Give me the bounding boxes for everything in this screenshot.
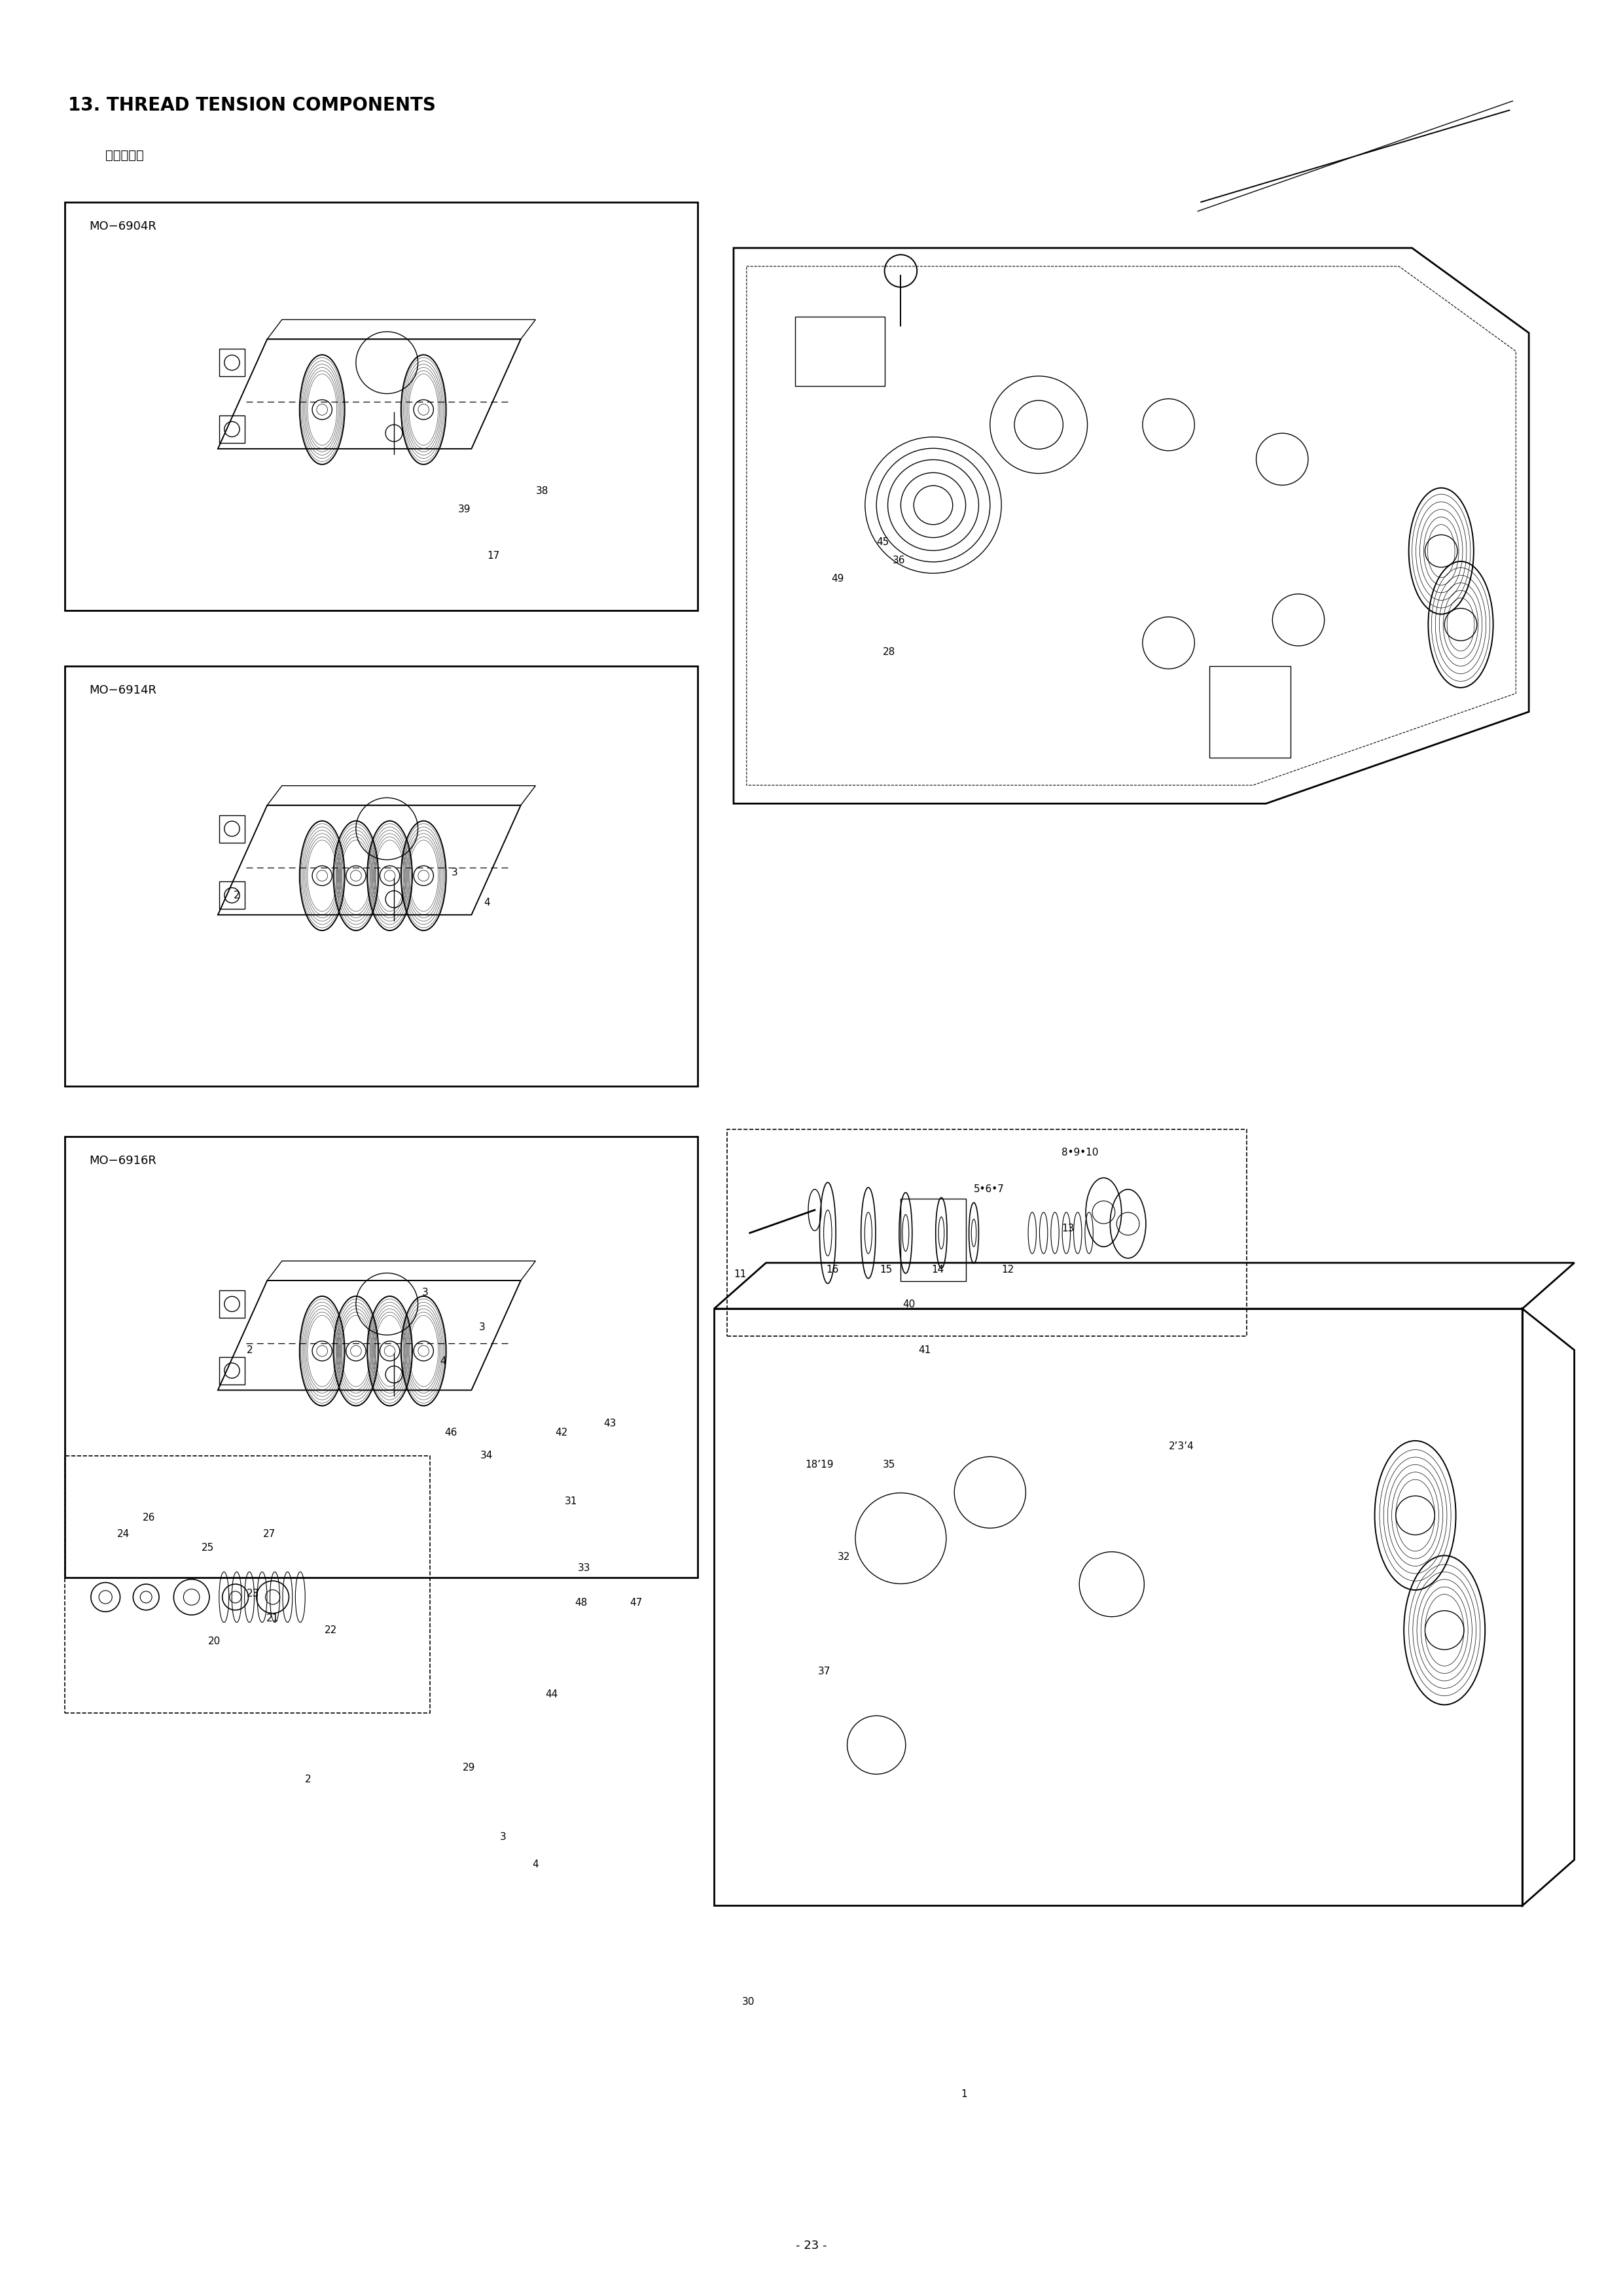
Text: 38: 38 (536, 487, 549, 496)
Text: 43: 43 (604, 1419, 617, 1428)
Bar (901, 1199, 966, 1281)
Text: 4: 4 (484, 898, 490, 907)
Text: 23: 23 (247, 1589, 260, 1598)
Text: 3: 3 (479, 1322, 485, 1332)
Text: 35: 35 (883, 1460, 896, 1469)
Text: 48: 48 (575, 1598, 588, 1607)
Ellipse shape (808, 1189, 821, 1231)
Text: 3: 3 (422, 1288, 428, 1297)
Bar (219, 1290, 245, 1318)
Text: MO−6916R: MO−6916R (89, 1155, 156, 1166)
Text: 2: 2 (234, 891, 240, 900)
Text: 21: 21 (266, 1614, 279, 1623)
Text: 22: 22 (325, 1626, 338, 1635)
Bar (65, 1137, 698, 1577)
Text: 5•6•7: 5•6•7 (974, 1185, 1005, 1194)
Text: 15: 15 (880, 1265, 893, 1274)
Text: MO−6904R: MO−6904R (89, 220, 156, 232)
Text: 2: 2 (247, 1345, 253, 1355)
Bar (65, 202, 698, 611)
Bar (65, 1456, 430, 1713)
Text: 42: 42 (555, 1428, 568, 1437)
Text: 糸調子関係: 糸調子関係 (105, 149, 144, 161)
Text: 45: 45 (876, 537, 889, 546)
Text: MO−6914R: MO−6914R (89, 684, 157, 696)
Text: 30: 30 (742, 1998, 755, 2007)
Bar (727, 1130, 1246, 1336)
Text: - 23 -: - 23 - (795, 2239, 828, 2252)
Text: 4: 4 (440, 1357, 446, 1366)
Text: 37: 37 (818, 1667, 831, 1676)
Text: 40: 40 (902, 1300, 915, 1309)
Text: 14: 14 (932, 1265, 945, 1274)
Text: 29: 29 (463, 1763, 476, 1773)
Text: 13. THREAD TENSION COMPONENTS: 13. THREAD TENSION COMPONENTS (68, 96, 437, 115)
Text: 49: 49 (831, 574, 844, 583)
Text: 39: 39 (458, 505, 471, 514)
Bar (219, 1357, 245, 1384)
Bar (219, 349, 245, 377)
Text: 11: 11 (734, 1270, 747, 1279)
Text: 1: 1 (961, 2089, 967, 2099)
Text: 8•9•10: 8•9•10 (1061, 1148, 1099, 1157)
Text: 16: 16 (826, 1265, 839, 1274)
Text: 46: 46 (445, 1428, 458, 1437)
Text: 27: 27 (263, 1529, 276, 1538)
Text: 41: 41 (919, 1345, 932, 1355)
Text: 2’3’4: 2’3’4 (1169, 1442, 1195, 1451)
Text: 44: 44 (545, 1690, 558, 1699)
Text: 36: 36 (893, 556, 906, 565)
Text: 3: 3 (451, 868, 458, 877)
Text: 31: 31 (565, 1497, 578, 1506)
Text: 28: 28 (883, 647, 896, 657)
Text: 25: 25 (201, 1543, 214, 1552)
Text: 2: 2 (305, 1775, 312, 1784)
Text: 12: 12 (1001, 1265, 1014, 1274)
Text: 18’19: 18’19 (805, 1460, 834, 1469)
Bar (219, 815, 245, 843)
Text: 33: 33 (578, 1564, 591, 1573)
Bar (65, 666, 698, 1086)
Bar (219, 882, 245, 909)
Text: 34: 34 (480, 1451, 493, 1460)
Text: 24: 24 (117, 1529, 130, 1538)
Text: 3: 3 (500, 1832, 506, 1841)
Text: 17: 17 (487, 551, 500, 560)
Text: 32: 32 (837, 1552, 850, 1561)
Text: 47: 47 (630, 1598, 643, 1607)
Text: 20: 20 (208, 1637, 221, 1646)
Text: 26: 26 (143, 1513, 156, 1522)
Text: 13: 13 (1061, 1224, 1074, 1233)
Bar (219, 416, 245, 443)
Text: 4: 4 (532, 1860, 539, 1869)
